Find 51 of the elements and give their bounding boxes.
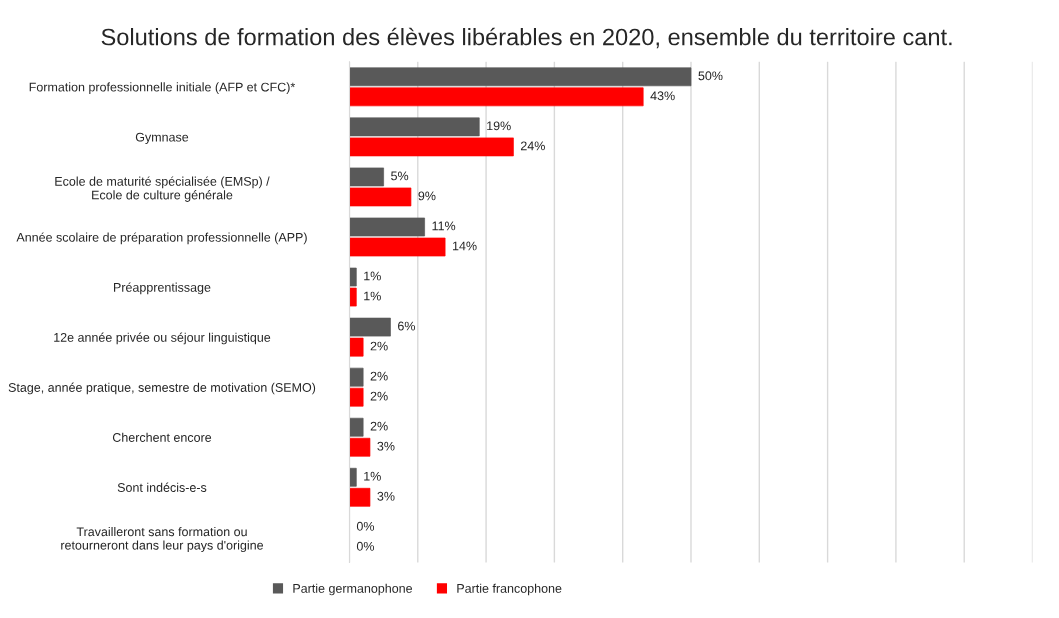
bar [349,117,480,137]
data-label: 5% [391,171,409,181]
bar [349,437,371,457]
y-tick-label: Préapprentissage [114,282,211,295]
bar [349,387,364,407]
bar [349,287,357,307]
y-tick-label: Formation professionnelle initiale (AFP et CFC)* [29,82,296,94]
data-label: 3% [377,441,395,451]
bar [349,467,357,487]
data-label: 0% [356,521,375,531]
data-label: 43% [650,91,675,101]
bar [349,367,364,387]
data-label: 2% [370,391,388,401]
bar [349,417,364,437]
data-label: 24% [520,141,545,151]
data-label: 6% [398,321,416,331]
bar [349,167,384,187]
chart-title: Solutions de formation des élèves libérables en 2020, ensemble du territoire cant. [101,27,952,49]
bar [349,67,692,87]
bar [349,267,357,287]
data-label: 14% [453,241,477,251]
y-tick-label: 12e année privée ou séjour linguistique [54,332,271,345]
data-label: 2% [370,341,388,351]
y-tick-label: Gymnase [135,132,189,145]
data-label: 50% [698,71,723,81]
bar [349,87,644,107]
y-tick-label: Cherchent encore [112,432,212,442]
y-tick-label: Stage, année pratique, semestre de motivation (SEMO) [8,382,316,395]
data-label: 9% [418,191,436,201]
legend-label: Partie germanophone [293,583,413,596]
data-label: 1% [364,271,381,281]
y-tick-label: Année scolaire de préparation professionnelle (APP) [16,232,307,245]
bar [349,237,446,257]
y-tick-label: Sont indécis-e-s [117,482,207,492]
bar [349,187,412,207]
bar [349,487,371,507]
data-label: 2% [370,421,388,431]
data-label: 0% [356,541,375,551]
data-label: 3% [377,491,395,501]
bar [349,317,391,337]
bar [349,337,364,357]
data-label: 2% [370,371,388,381]
y-tick-label: Travailleront sans formation ou retourneront dans leur pays d'origine [61,527,264,553]
data-label: 19% [487,121,511,131]
legend-label: Partie francophone [457,583,562,596]
y-tick-label: Ecole de maturité spécialisée (EMSp) / Ecole de culture générale [55,176,270,202]
bar [349,137,514,157]
data-label: 1% [364,471,381,481]
data-label: 1% [364,291,381,301]
bar [349,217,425,237]
data-label: 11% [432,221,456,231]
